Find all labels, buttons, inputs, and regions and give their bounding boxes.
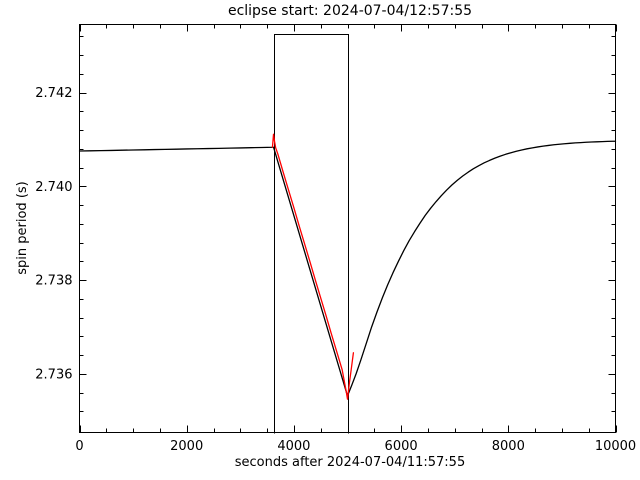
x-axis-label: seconds after 2024-07-04/11:57:55: [235, 455, 465, 470]
x-tick-label: 6000: [385, 439, 418, 454]
annotation-layer: [273, 33, 350, 434]
x-tick-label: 2000: [170, 439, 203, 454]
x-axis-ticks: [79, 24, 618, 433]
x-tick-label: 10000: [595, 439, 636, 454]
x-tick-label: 4000: [277, 439, 310, 454]
y-tick-label: 2.736: [35, 367, 72, 382]
y-axis-ticks: [79, 35, 616, 413]
chart-title: eclipse start: 2024-07-04/12:57:55: [228, 3, 472, 19]
x-axis-tick-labels: 0 2000 4000 6000 8000 10000: [75, 439, 636, 454]
data-series-line: [78, 140, 617, 397]
x-tick-label: 8000: [492, 439, 525, 454]
y-axis-label: spin period (s): [15, 181, 30, 274]
y-tick-label: 2.738: [35, 274, 72, 289]
data-series-line: [271, 133, 355, 400]
eclipse-interval-box: [273, 33, 350, 434]
x-tick-label: 0: [75, 439, 83, 454]
plot-frame: [78, 23, 617, 434]
y-axis-tick-labels: 2.736 2.738 2.740 2.742: [35, 86, 72, 382]
y-tick-label: 2.740: [35, 180, 72, 195]
series-layer: [78, 133, 617, 400]
y-tick-label: 2.742: [35, 86, 72, 101]
